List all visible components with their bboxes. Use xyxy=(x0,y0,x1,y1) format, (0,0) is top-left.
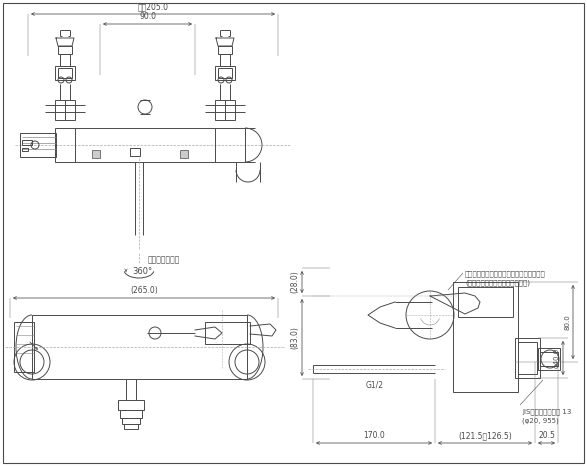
Bar xyxy=(458,287,513,317)
Bar xyxy=(22,140,32,145)
Bar xyxy=(518,342,537,374)
Bar xyxy=(220,54,230,66)
Text: 80.0: 80.0 xyxy=(564,314,570,330)
Bar xyxy=(130,148,140,156)
Text: (265.0): (265.0) xyxy=(130,286,158,295)
Bar xyxy=(14,322,34,372)
Bar xyxy=(540,352,558,366)
Text: 170.0: 170.0 xyxy=(363,431,385,440)
Bar xyxy=(58,68,72,78)
Text: 最大205.0: 最大205.0 xyxy=(137,2,168,11)
Bar xyxy=(58,46,72,54)
Text: この部分にシャワセットを取り付けます。: この部分にシャワセットを取り付けます。 xyxy=(465,270,546,277)
Text: (φ20, 955): (φ20, 955) xyxy=(522,417,559,424)
Bar xyxy=(60,54,70,66)
Text: 吐水口回転觓度: 吐水口回転觓度 xyxy=(148,255,180,264)
Bar xyxy=(120,410,142,418)
Text: JIS給水核座付ねじ 13: JIS給水核座付ねじ 13 xyxy=(522,408,571,415)
Bar xyxy=(55,66,75,80)
Text: 20.5: 20.5 xyxy=(538,431,555,440)
Bar xyxy=(215,66,235,80)
Text: (シャワセットは添付図面参照。): (シャワセットは添付図面参照。) xyxy=(465,279,530,286)
Text: (28.0): (28.0) xyxy=(290,271,299,294)
Bar xyxy=(218,46,232,54)
Bar xyxy=(538,348,560,370)
Text: (83.0): (83.0) xyxy=(290,326,299,349)
Bar xyxy=(180,150,188,158)
Bar xyxy=(124,424,138,429)
Bar xyxy=(205,322,250,344)
Bar xyxy=(55,128,245,162)
Bar xyxy=(515,338,540,378)
Bar xyxy=(453,282,518,392)
Bar xyxy=(118,400,144,410)
Bar xyxy=(122,418,140,424)
Bar xyxy=(22,148,28,151)
Bar xyxy=(215,100,235,120)
Bar xyxy=(32,315,247,379)
Bar xyxy=(55,100,75,120)
Text: G1/2: G1/2 xyxy=(366,380,384,389)
Text: 360°: 360° xyxy=(132,267,152,276)
Text: 90.0: 90.0 xyxy=(139,12,156,21)
Bar xyxy=(218,68,232,78)
Text: φ40.0: φ40.0 xyxy=(554,348,560,368)
Bar xyxy=(20,133,56,157)
Bar xyxy=(92,150,100,158)
Text: (121.5～126.5): (121.5～126.5) xyxy=(458,431,512,440)
